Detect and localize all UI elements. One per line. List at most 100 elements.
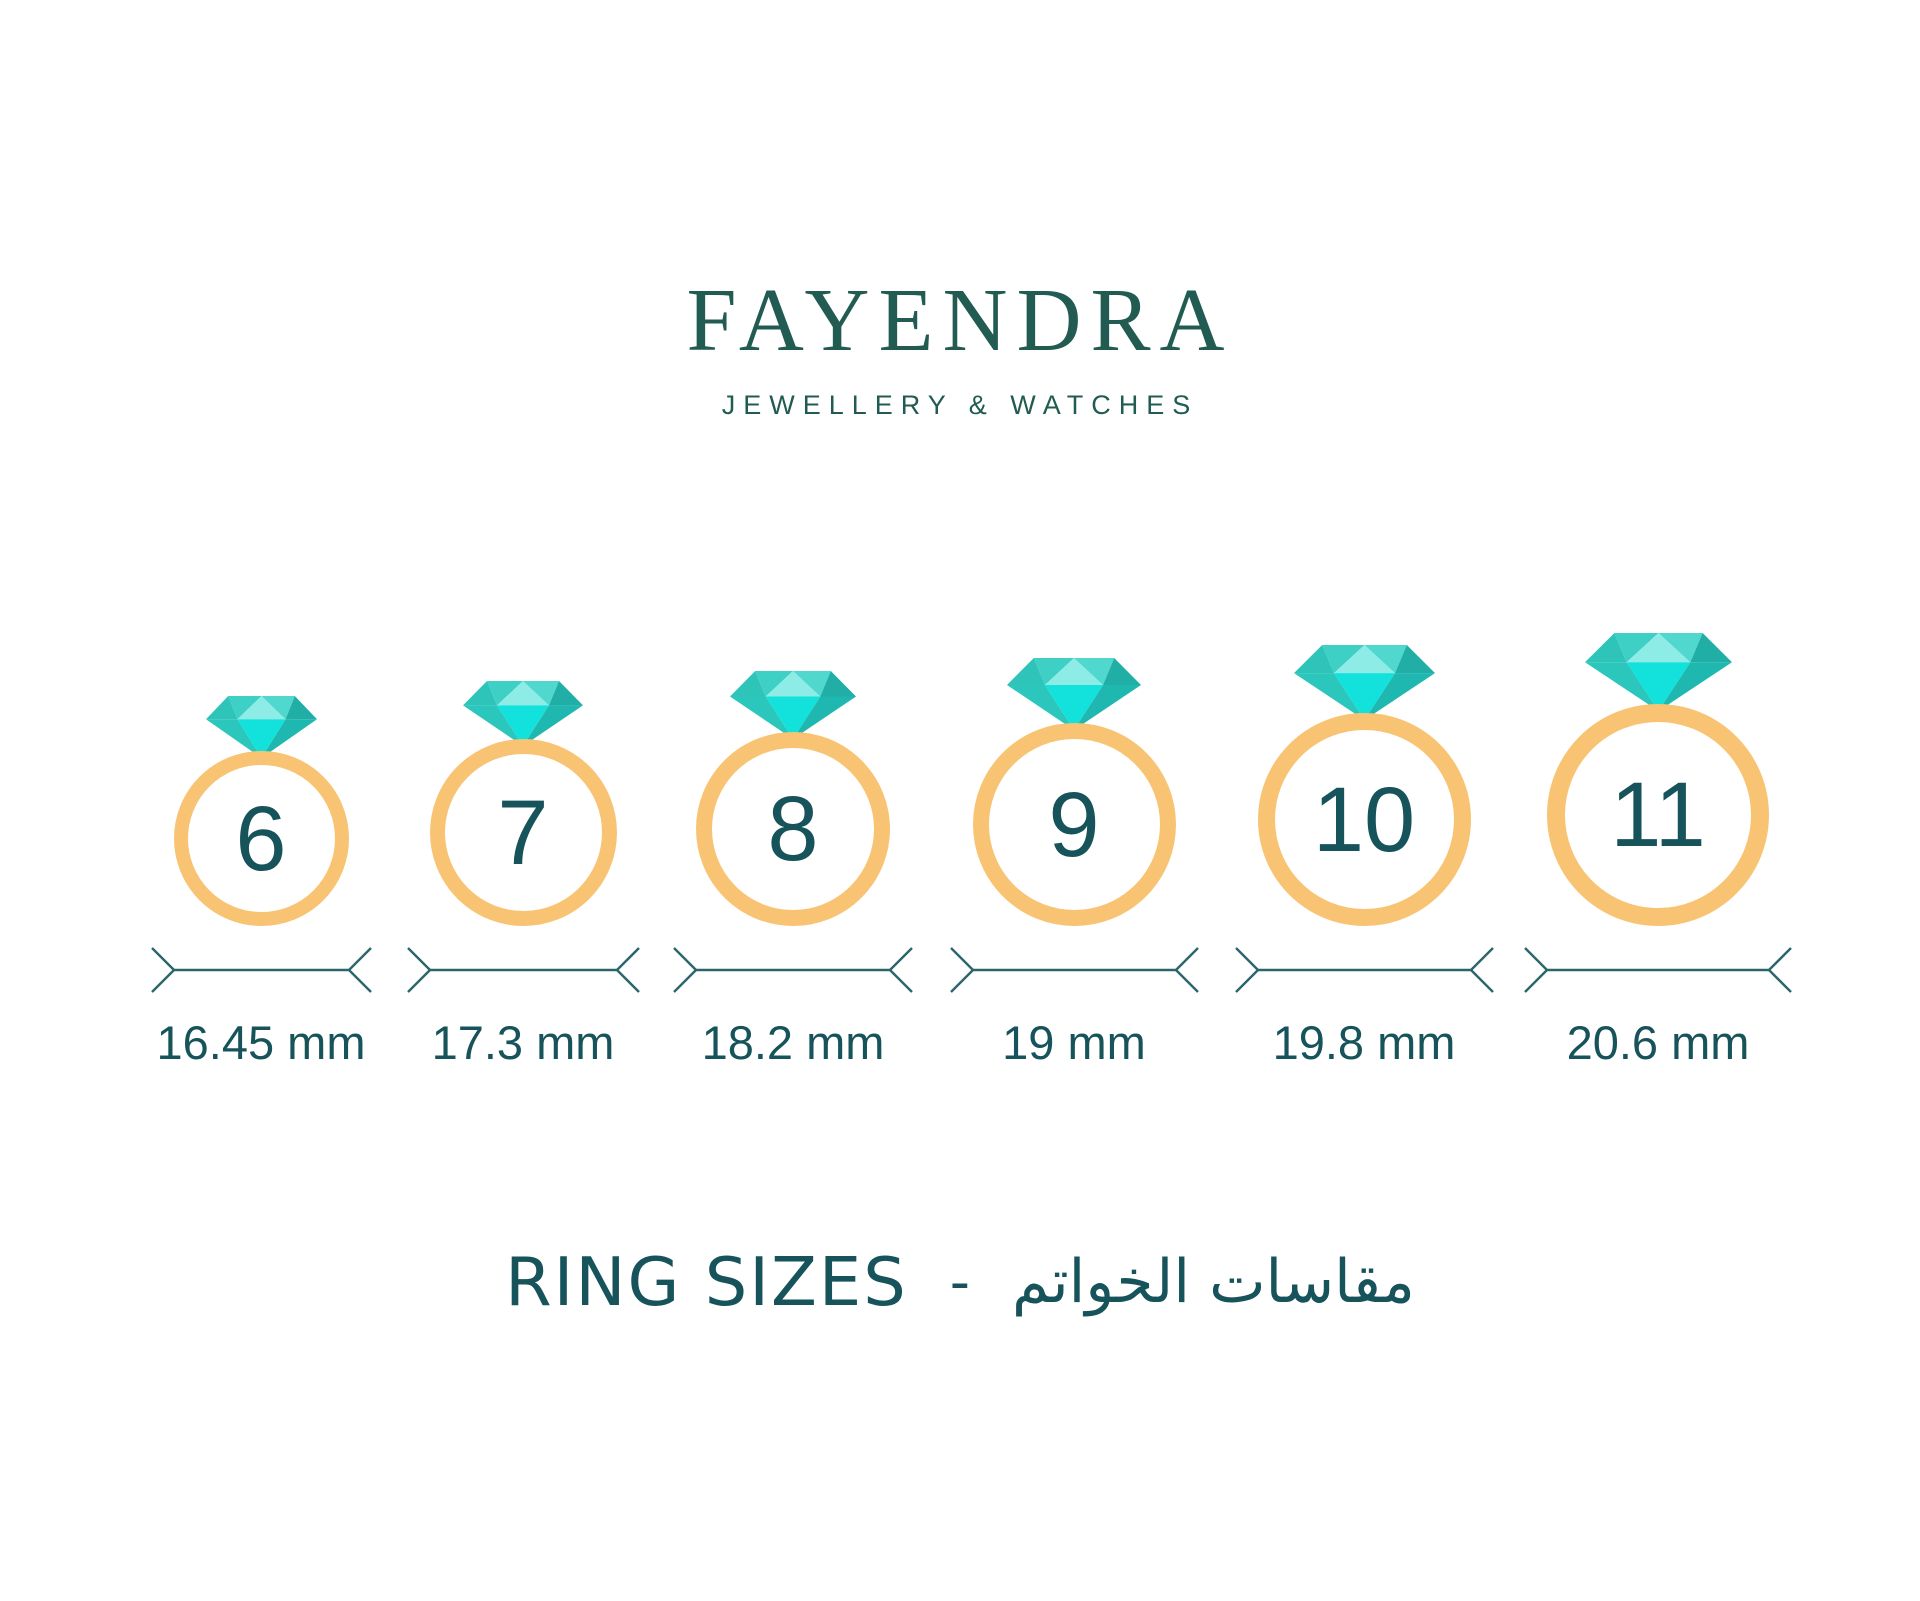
diamond-facet-crown-left-center	[487, 681, 523, 706]
dimension-line	[1524, 947, 1548, 971]
diamond-facet-crown-center	[1044, 658, 1104, 685]
diameter-label: 19 mm	[1002, 1016, 1146, 1069]
ring-size-number: 9	[1048, 773, 1100, 876]
diamond-facet-pavilion-center	[497, 705, 549, 746]
dimension-line	[673, 969, 697, 993]
ring-band: 9	[972, 723, 1176, 926]
diameter-label: 19.8 mm	[1272, 1016, 1456, 1069]
dimension-arrow	[949, 947, 1199, 993]
diamond-facet-crown-left	[1584, 633, 1627, 663]
diamond-facet-crown-right	[549, 681, 583, 706]
diamond-facet-pavilion-right	[1074, 685, 1141, 730]
diamond-facet-crown-right	[285, 696, 317, 720]
diamond-facet-crown-center	[236, 696, 286, 720]
diameter-label: 20.6 mm	[1566, 1016, 1750, 1069]
dimension-arrow	[150, 947, 372, 993]
diamond-facet-pavilion-left	[730, 696, 793, 739]
diamond-facet-crown-right	[820, 671, 856, 697]
diamond-facet-crown-right-center	[1658, 633, 1703, 663]
diamond-facet-pavilion-right	[793, 696, 856, 739]
diamond-facet-crown-center	[1626, 633, 1690, 663]
diamond-facet-crown-left	[1293, 645, 1334, 674]
dimension-line	[889, 947, 913, 971]
dimension-arrow	[1234, 947, 1494, 993]
diamond-facet-pavilion-right	[261, 719, 317, 758]
diamond-facet-pavilion-left	[1293, 673, 1364, 720]
dimension-line	[615, 947, 640, 971]
diamond-facet-pavilion-center	[1626, 662, 1690, 711]
diamond-facet-pavilion-left	[463, 705, 523, 746]
diamond-facet-pavilion-left	[1007, 685, 1074, 730]
dimension-line	[889, 969, 913, 993]
dimension-line	[347, 969, 372, 993]
dimension-line	[615, 969, 640, 993]
diamond-facet-crown-left-center	[227, 696, 261, 720]
dimension-line	[1234, 969, 1259, 993]
diamond-facet-pavilion-center	[765, 696, 821, 739]
diameter-label: 18.2 mm	[701, 1016, 885, 1069]
dimension-line	[1469, 947, 1494, 971]
diamond-facet-pavilion-right	[1658, 662, 1732, 711]
page-title-arabic: مقاسات الخواتم	[1012, 1247, 1415, 1318]
diamond-icon	[1584, 633, 1732, 711]
diamond-facet-pavilion-center	[236, 719, 286, 758]
dimension-line	[673, 947, 697, 971]
dimension-line	[1768, 947, 1792, 971]
dimension-line	[150, 969, 175, 993]
dimension-line	[150, 947, 175, 971]
ring-band: 6	[173, 751, 349, 926]
dimension-arrow	[673, 947, 913, 993]
diamond-facet-crown-right-center	[261, 696, 295, 720]
diamond-facet-crown-left	[205, 696, 237, 720]
dimension-line	[1174, 969, 1199, 993]
page-title-separator: -	[949, 1249, 971, 1315]
diamond-icon	[205, 696, 317, 758]
diamond-icon	[1007, 658, 1141, 730]
diamond-facet-pavilion-left	[1584, 662, 1658, 711]
ring-size-number: 11	[1610, 764, 1706, 866]
dimension-arrow	[406, 947, 640, 993]
diamond-facet-crown-right-center	[523, 681, 559, 706]
diamond-facet-crown-center	[1333, 645, 1395, 674]
diamond-facet-crown-left	[1007, 658, 1045, 685]
dimension-line	[1524, 969, 1548, 993]
dimension-line	[949, 969, 974, 993]
diamond-icon	[1293, 645, 1435, 720]
diamond-facet-pavilion-right	[1364, 673, 1435, 720]
ring-size-number: 7	[497, 781, 549, 884]
diamond-icon	[463, 681, 583, 746]
diamond-facet-crown-right-center	[1074, 658, 1115, 685]
diamond-facet-crown-left-center	[1613, 633, 1658, 663]
dimension-arrow	[1524, 947, 1792, 993]
diamond-facet-crown-right	[1689, 633, 1732, 663]
dimension-line	[1174, 947, 1199, 971]
diameter-label: 17.3 mm	[431, 1016, 615, 1069]
diamond-facet-crown-left	[730, 671, 766, 697]
diamond-facet-pavilion-center	[1044, 685, 1104, 730]
ring-size-number: 6	[235, 787, 287, 890]
dimension-line	[1234, 947, 1259, 971]
dimension-line	[406, 969, 431, 993]
dimension-line	[1469, 969, 1494, 993]
diamond-facet-pavilion-right	[523, 705, 583, 746]
diamond-facet-pavilion-center	[1333, 673, 1395, 720]
diamond-icon	[730, 671, 856, 739]
diamond-facet-crown-left-center	[755, 671, 793, 697]
diamond-facet-crown-right	[1394, 645, 1435, 674]
dimension-line	[406, 947, 431, 971]
brand-logo: FAYENDRA	[686, 271, 1234, 370]
dimension-line	[1768, 969, 1792, 993]
diameter-label: 16.45 mm	[156, 1016, 366, 1069]
diamond-facet-crown-right-center	[793, 671, 831, 697]
diamond-facet-crown-center	[765, 671, 821, 697]
ring-band: 10	[1257, 713, 1471, 926]
diamond-facet-crown-left-center	[1321, 645, 1364, 674]
diamond-facet-crown-center	[497, 681, 549, 706]
page-title-english: RING SIZES	[505, 1243, 908, 1321]
diamond-facet-crown-left-center	[1033, 658, 1074, 685]
ring-size-number: 10	[1312, 768, 1416, 871]
dimension-line	[949, 947, 974, 971]
ring-band: 7	[429, 739, 617, 926]
